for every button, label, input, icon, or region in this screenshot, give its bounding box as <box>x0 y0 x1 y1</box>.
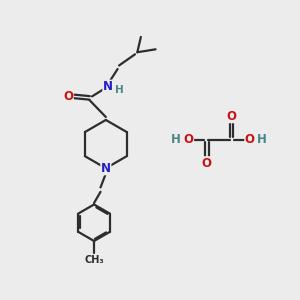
Text: H: H <box>171 133 181 146</box>
Text: N: N <box>103 80 113 93</box>
Text: H: H <box>257 133 267 146</box>
Text: N: N <box>101 162 111 175</box>
Text: CH₃: CH₃ <box>84 255 104 265</box>
Text: O: O <box>245 133 255 146</box>
Text: O: O <box>202 157 212 170</box>
Text: O: O <box>184 133 194 146</box>
Text: O: O <box>63 90 73 103</box>
Text: O: O <box>226 110 237 123</box>
Text: H: H <box>115 85 124 95</box>
